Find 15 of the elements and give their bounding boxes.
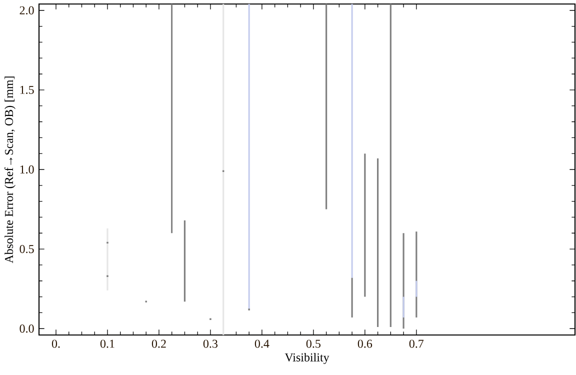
x-tick-label: 0.4: [254, 340, 270, 348]
y-tick-label: 0.5: [20, 244, 34, 254]
x-tick-label: 0.1: [100, 340, 114, 348]
x-tick-label: 0.2: [152, 340, 166, 348]
y-axis-title: Absolute Error (Ref→Scan, OB) [mm]: [4, 76, 16, 264]
y-tick-label: 1.5: [20, 86, 34, 94]
y-tick-label: 2.0: [20, 6, 34, 14]
y-tick-label: 0.0: [20, 324, 34, 333]
y-tick-label: 1.0: [20, 165, 34, 174]
x-axis-title: Visibility: [284, 353, 330, 364]
x-tick-label: 0.: [52, 340, 60, 348]
x-tick-label: 0.7: [409, 340, 424, 348]
x-tick-label: 0.3: [203, 340, 218, 348]
x-tick-label: 0.6: [358, 340, 372, 348]
x-tick-label: 0.5: [306, 340, 320, 348]
